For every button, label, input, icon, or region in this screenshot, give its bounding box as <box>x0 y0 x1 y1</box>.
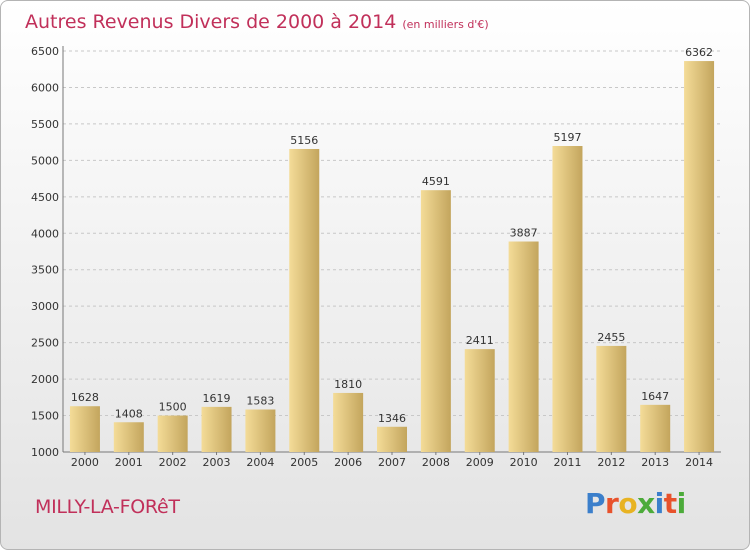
bar-value-label: 3887 <box>510 227 538 240</box>
bar <box>552 146 583 452</box>
y-tick-label: 5000 <box>31 154 59 167</box>
proxiti-logo: Proxiti <box>585 487 686 520</box>
bar <box>201 406 232 452</box>
y-tick-label: 3500 <box>31 264 59 277</box>
bar <box>113 422 144 452</box>
bar-value-label: 1500 <box>159 401 187 414</box>
logo-letter: i <box>654 487 665 520</box>
bar <box>333 392 364 452</box>
y-tick-label: 1500 <box>31 410 59 423</box>
logo-letter: i <box>676 487 687 520</box>
bar <box>596 345 627 452</box>
y-tick-label: 3000 <box>31 300 59 313</box>
x-tick-label: 2001 <box>115 456 143 469</box>
bar-value-label: 1810 <box>334 378 362 391</box>
bar-value-label: 1628 <box>71 391 99 404</box>
x-tick-label: 2007 <box>378 456 406 469</box>
x-tick-label: 2003 <box>203 456 231 469</box>
x-tick-label: 2008 <box>422 456 450 469</box>
x-tick-label: 2002 <box>159 456 187 469</box>
bar <box>289 148 320 453</box>
x-tick-label: 2014 <box>685 456 713 469</box>
bar-value-label: 5197 <box>553 131 581 144</box>
y-tick-label: 5500 <box>31 118 59 131</box>
bar <box>420 190 451 452</box>
bar-value-label: 2411 <box>466 334 494 347</box>
y-tick-label: 4000 <box>31 227 59 240</box>
logo-letter: r <box>605 487 619 520</box>
y-tick-label: 1000 <box>31 446 59 459</box>
chart-title-row: Autres Revenus Divers de 2000 à 2014 (en … <box>25 11 489 33</box>
bar-value-label: 6362 <box>685 46 713 59</box>
x-tick-label: 2012 <box>597 456 625 469</box>
chart-subtitle: (en milliers d'€) <box>402 18 489 31</box>
chart-title: Autres Revenus Divers de 2000 à 2014 <box>25 11 397 33</box>
bar <box>464 349 495 452</box>
bar-value-label: 2455 <box>597 331 625 344</box>
bar <box>157 415 188 452</box>
bar <box>684 61 715 452</box>
logo-letter: t <box>663 487 677 520</box>
bar <box>508 241 539 452</box>
y-tick-label: 2500 <box>31 337 59 350</box>
location-label: MILLY-LA-FORêT <box>35 496 180 518</box>
bar-value-label: 1647 <box>641 390 669 403</box>
y-tick-label: 4500 <box>31 191 59 204</box>
bar-value-label: 1583 <box>246 394 274 407</box>
bar <box>640 404 671 452</box>
bar-value-label: 1408 <box>115 407 143 420</box>
x-tick-label: 2010 <box>510 456 538 469</box>
logo-letter: o <box>618 487 638 520</box>
bar <box>245 409 276 452</box>
bar <box>377 426 407 452</box>
x-tick-label: 2013 <box>641 456 669 469</box>
logo-letter: P <box>585 487 606 520</box>
bar-value-label: 1619 <box>203 392 231 405</box>
y-tick-label: 6500 <box>31 45 59 58</box>
logo-letter: x <box>637 487 655 520</box>
x-tick-label: 2009 <box>466 456 494 469</box>
y-tick-label: 6000 <box>31 81 59 94</box>
x-tick-label: 2006 <box>334 456 362 469</box>
y-tick-label: 2000 <box>31 373 59 386</box>
x-tick-label: 2011 <box>553 456 581 469</box>
bar-value-label: 5156 <box>290 134 318 147</box>
x-tick-label: 2005 <box>290 456 318 469</box>
x-tick-label: 2004 <box>246 456 274 469</box>
bar-value-label: 4591 <box>422 175 450 188</box>
bar-value-label: 1346 <box>378 412 406 425</box>
bar <box>69 406 100 452</box>
x-tick-label: 2000 <box>71 456 99 469</box>
